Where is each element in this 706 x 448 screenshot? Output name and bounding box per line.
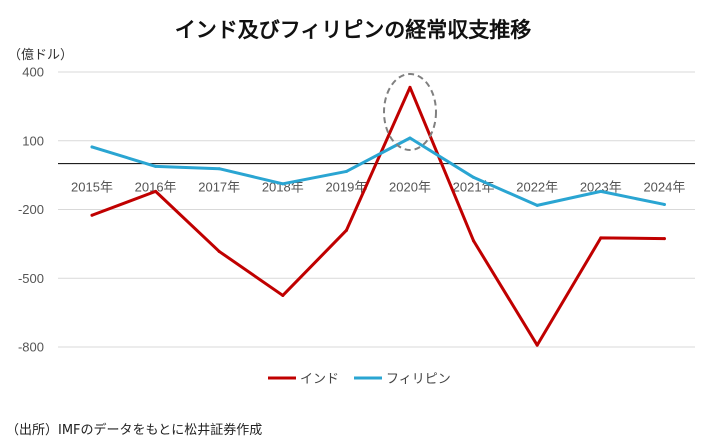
series-line-philippines <box>90 136 666 207</box>
legend: インド フィリピン <box>268 372 451 387</box>
y-tick-label: 100 <box>22 133 44 148</box>
y-tick-label: -800 <box>18 340 44 355</box>
y-tick-label: 400 <box>22 65 44 80</box>
data-point <box>535 203 539 207</box>
x-tick-label: 2019年 <box>325 180 367 195</box>
data-point <box>217 167 221 171</box>
x-tick-label: 2015年 <box>71 180 113 195</box>
highlight-dashed-circle <box>383 73 437 151</box>
legend-label: フィリピン <box>386 372 451 387</box>
legend-label: インド <box>300 372 339 387</box>
data-point <box>344 228 348 232</box>
data-point <box>599 189 603 193</box>
x-axis-ticks: 2015年 2016年 2017年 2018年 2019年 2020年 2021年 2022年… <box>71 180 685 195</box>
data-point <box>408 85 412 89</box>
data-point <box>472 175 476 179</box>
data-point <box>217 249 221 253</box>
series-lines <box>90 85 666 347</box>
x-tick-label: 2017年 <box>198 180 240 195</box>
y-tick-label: -200 <box>18 202 44 217</box>
y-axis-unit-label: （億ドル） <box>8 48 74 63</box>
data-point <box>154 164 158 168</box>
data-point <box>90 213 94 217</box>
grid-lines <box>58 71 695 348</box>
source-note: （出所）IMFのデータをもとに松井証券作成 <box>6 423 263 438</box>
chart-title: インド及びフィリピンの経常収支推移 <box>174 18 532 42</box>
data-point <box>662 202 666 206</box>
data-point <box>535 343 539 347</box>
x-tick-label: 2022年 <box>516 180 558 195</box>
x-tick-label: 2021年 <box>453 180 495 195</box>
x-tick-label: 2023年 <box>580 180 622 195</box>
x-tick-label: 2018年 <box>262 180 304 195</box>
series-line-india <box>90 85 666 347</box>
data-point <box>281 293 285 297</box>
data-point <box>599 236 603 240</box>
annotations <box>383 73 437 151</box>
data-point <box>472 239 476 243</box>
y-tick-label: -500 <box>18 271 44 286</box>
x-tick-label: 2020年 <box>389 180 431 195</box>
data-point <box>344 169 348 173</box>
data-point <box>281 182 285 186</box>
data-point <box>90 145 94 149</box>
data-point <box>408 136 412 140</box>
y-axis-ticks: 400 100 -200 -500 -800 <box>18 65 44 355</box>
data-point <box>154 189 158 193</box>
x-tick-label: 2016年 <box>135 180 177 195</box>
x-tick-label: 2024年 <box>643 180 685 195</box>
data-point <box>662 237 666 241</box>
